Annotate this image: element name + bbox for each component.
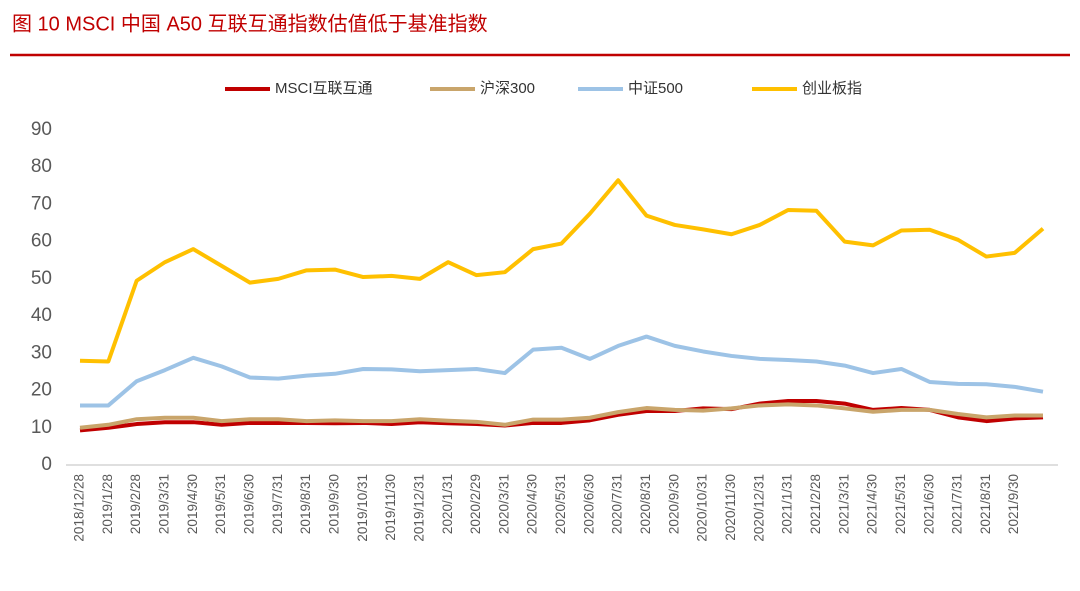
- x-tick-label: 2019/3/31: [157, 474, 172, 534]
- y-tick-label: 90: [31, 119, 52, 140]
- x-tick-label: 2019/2/28: [128, 474, 143, 534]
- x-tick-label: 2019/8/31: [298, 474, 313, 534]
- legend-label: MSCI互联互通: [275, 80, 373, 97]
- x-tick-label: 2019/10/31: [355, 474, 370, 542]
- x-tick-label: 2019/11/30: [383, 474, 398, 541]
- x-tick-label: 2021/9/30: [1006, 474, 1021, 534]
- series-line: [79, 402, 1043, 430]
- x-tick-label: 2021/3/31: [836, 474, 851, 534]
- y-tick-label: 30: [31, 342, 52, 363]
- x-tick-label: 2021/5/31: [893, 474, 908, 534]
- x-tick-label: 2020/4/30: [525, 474, 540, 534]
- x-tick-label: 2021/6/30: [921, 474, 936, 534]
- x-tick-label: 2020/10/31: [695, 474, 710, 542]
- x-tick-label: 2021/4/30: [865, 474, 880, 534]
- series-line: [79, 398, 1044, 433]
- x-tick-label: 2019/1/28: [100, 474, 115, 534]
- x-tick-label: 2020/2/29: [468, 474, 483, 534]
- series-line: [80, 334, 1044, 408]
- x-tick-label: 2019/4/30: [185, 474, 200, 534]
- x-tick-label: 2019/9/30: [326, 474, 341, 534]
- y-tick-label: 50: [31, 268, 52, 289]
- y-tick-label: 10: [31, 417, 52, 438]
- x-tick-label: 2020/1/31: [440, 474, 455, 534]
- x-tick-label: 2020/3/31: [496, 474, 511, 534]
- legend-label: 沪深300: [480, 80, 535, 97]
- x-tick-label: 2019/12/31: [411, 474, 426, 542]
- x-tick-label: 2021/2/28: [808, 474, 823, 534]
- x-tick-label: 2019/6/30: [242, 474, 257, 534]
- x-tick-label: 2020/6/30: [581, 474, 596, 534]
- y-tick-label: 60: [31, 231, 52, 252]
- y-tick-label: 70: [31, 193, 52, 214]
- x-tick-label: 2018/12/28: [72, 474, 87, 542]
- chart-title: 图 10 MSCI 中国 A50 互联互通指数估值低于基准指数: [12, 12, 488, 35]
- x-tick-label: 2020/12/31: [751, 474, 766, 542]
- legend-label: 中证500: [628, 80, 683, 97]
- x-tick-label: 2019/7/31: [270, 474, 285, 534]
- y-tick-label: 0: [41, 454, 52, 475]
- x-tick-label: 2020/8/31: [638, 474, 653, 534]
- x-tick-label: 2021/8/31: [978, 474, 993, 534]
- x-tick-label: 2020/9/30: [666, 474, 681, 534]
- x-tick-label: 2020/11/30: [723, 474, 738, 541]
- x-tick-label: 2021/7/31: [950, 474, 965, 534]
- x-tick-label: 2020/7/31: [610, 474, 625, 534]
- y-tick-label: 80: [31, 156, 52, 177]
- legend-label: 创业板指: [802, 79, 862, 97]
- y-tick-label: 20: [31, 380, 52, 401]
- series-line: [79, 178, 1045, 364]
- x-tick-label: 2020/5/31: [553, 474, 568, 534]
- y-tick-label: 40: [31, 305, 52, 326]
- x-tick-label: 2021/1/31: [780, 474, 795, 534]
- x-tick-label: 2019/5/31: [213, 474, 228, 534]
